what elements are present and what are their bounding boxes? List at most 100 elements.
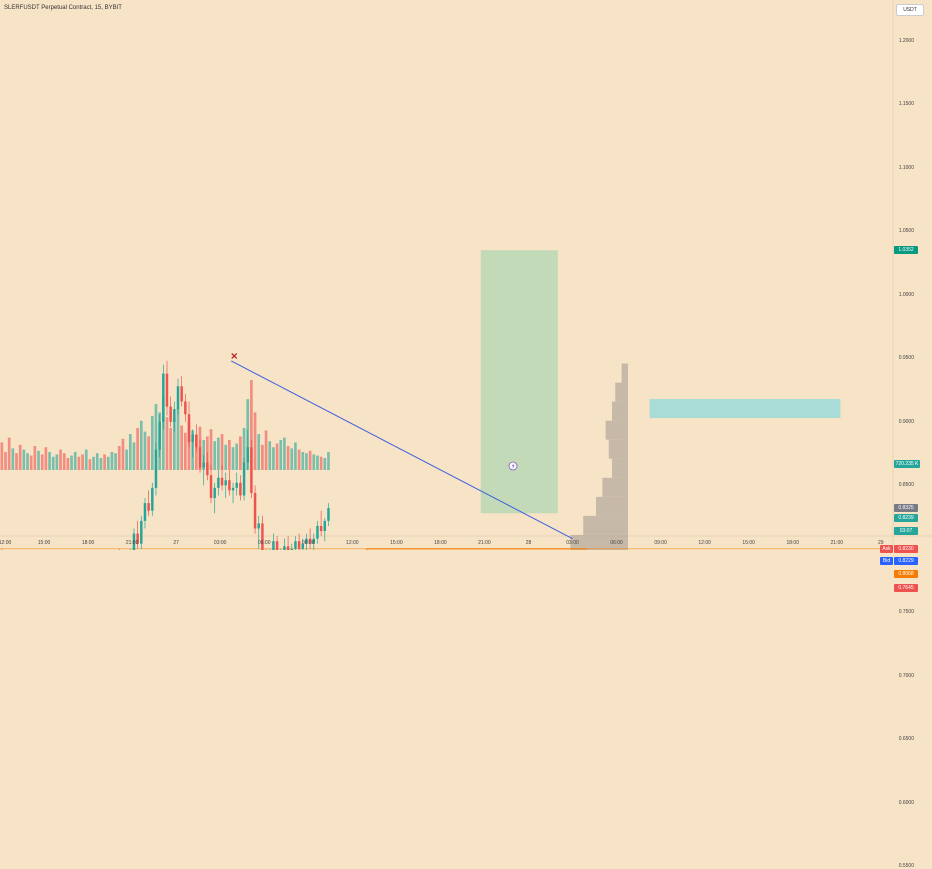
volume-bar: [283, 437, 286, 470]
volume-bar: [242, 428, 246, 470]
volume-bar: [4, 452, 7, 470]
price-tick-label: 0.5500: [898, 863, 914, 869]
time-tick-label: 15:00: [37, 540, 51, 546]
candle-body: [319, 525, 323, 532]
volume-profile-bar: [596, 496, 628, 516]
volume-bar: [172, 419, 176, 470]
candle-body: [220, 477, 224, 486]
candle-body: [187, 414, 191, 443]
time-tick-label: 12:00: [698, 540, 711, 546]
candle-body: [180, 386, 183, 402]
price-tick-label: 0.7500: [898, 609, 914, 616]
volume-bar: [147, 436, 150, 470]
volume-bar: [308, 450, 312, 470]
volume-bar: [253, 412, 257, 470]
candlestick-chart[interactable]: [0, 0, 932, 550]
volume-bar: [301, 452, 305, 470]
chart-title: SLERFUSDT Perpetual Contract, 15, BYBIT: [4, 5, 122, 11]
volume-bar: [51, 456, 55, 470]
volume-bar: [125, 449, 128, 470]
candle-body: [209, 475, 213, 499]
candle-body: [228, 480, 231, 491]
time-tick-label: 21:00: [478, 540, 491, 546]
candle-body: [198, 447, 202, 468]
volume-bar: [55, 454, 59, 470]
candle-body: [158, 421, 161, 450]
volume-profile-bar: [608, 439, 628, 459]
volume-bar: [327, 452, 330, 470]
candle-body: [173, 409, 176, 422]
candle-body: [132, 533, 136, 550]
volume-bar: [169, 428, 172, 470]
volume-bar: [92, 456, 95, 470]
candle-body: [272, 541, 275, 550]
volume-bar: [70, 455, 73, 470]
volume-bar: [261, 444, 264, 470]
volume-bar: [213, 441, 217, 470]
volume-bar: [44, 447, 48, 470]
volume-profile-bar: [605, 420, 628, 440]
time-tick-label: 12:00: [0, 540, 12, 546]
price-tick-label: 0.9000: [898, 418, 914, 425]
volume-bar: [272, 447, 275, 470]
volume-bar: [316, 455, 319, 470]
volume-bar: [95, 453, 99, 470]
volume-bar: [209, 429, 213, 470]
time-tick-label: 27: [173, 540, 179, 546]
candle-body: [231, 487, 235, 491]
price-tick-label: 1.0000: [898, 291, 914, 298]
volume-bar: [37, 450, 40, 470]
x-marker-icon: [231, 352, 238, 359]
candle-body: [140, 520, 143, 544]
price-tag: 0.8230: [894, 544, 918, 553]
volume-bar: [195, 435, 198, 470]
time-tick-label: 28: [525, 540, 532, 546]
candle-body: [257, 523, 260, 529]
volume-bar: [264, 430, 268, 470]
volume-bar: [99, 458, 103, 470]
volume-bar: [290, 448, 294, 470]
volume-bar: [286, 446, 290, 470]
time-tick-label: 18:00: [81, 540, 95, 546]
ask-bid-label: Ask: [880, 544, 893, 553]
volume-bar: [59, 449, 62, 470]
currency-selector[interactable]: USDT: [896, 4, 924, 16]
price-tag: 1.0352: [894, 246, 918, 255]
volume-bar: [150, 416, 154, 470]
volume-bar: [239, 436, 242, 470]
volume-bar: [128, 434, 132, 470]
candle-body: [217, 477, 220, 488]
price-tick-label: 0.8500: [898, 482, 914, 489]
volume-bar: [224, 444, 228, 470]
volume-bar: [139, 420, 143, 470]
candle-body: [242, 462, 246, 496]
price-tag: 0.8068: [894, 570, 918, 579]
volume-bar: [26, 453, 29, 470]
candle-body: [169, 406, 172, 422]
volume-bar: [106, 456, 110, 470]
time-tick-label: 21:00: [125, 540, 139, 546]
ask-bid-label: Bid: [880, 557, 893, 566]
price-tag: 0.8239: [894, 514, 918, 523]
candle-body: [176, 386, 180, 410]
volume-bar: [161, 398, 165, 470]
candle-body: [301, 543, 305, 549]
volume-bar: [180, 425, 183, 470]
time-tick-label: 03:00: [566, 540, 579, 546]
price-tick-label: 0.6000: [898, 799, 914, 806]
volume-bar: [228, 440, 231, 470]
time-tick-label: 29: [878, 540, 884, 546]
volume-bar: [154, 404, 158, 470]
candle-body: [327, 508, 330, 521]
candle-body: [316, 525, 319, 539]
candle-body: [250, 447, 253, 493]
volume-bar: [184, 432, 187, 470]
price-tick-label: 0.9500: [898, 355, 914, 362]
candle-body: [143, 503, 147, 521]
candle-body: [275, 541, 279, 550]
price-tick-label: 1.1500: [898, 101, 914, 108]
volume-bar: [323, 458, 327, 470]
volume-bar: [319, 456, 323, 470]
candle-body: [235, 482, 238, 488]
time-tick-label: 12:00: [346, 540, 359, 546]
